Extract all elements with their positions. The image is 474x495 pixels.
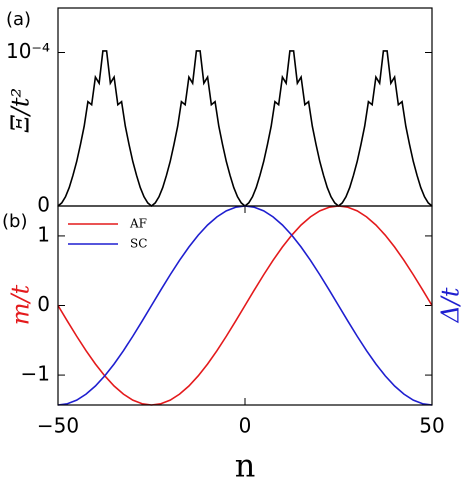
y-tick-label: −1 xyxy=(21,362,50,386)
x-tick-label: −50 xyxy=(37,414,79,438)
axes-frame xyxy=(57,205,433,406)
y2-axis-label: Δ/t xyxy=(437,287,465,323)
y-tick-label: 1 xyxy=(37,222,50,246)
x-tick-label: 50 xyxy=(419,414,444,438)
legend-label: AF xyxy=(129,217,147,231)
panel-label: (a) xyxy=(6,9,31,30)
y-tick-label: 10⁻⁴ xyxy=(6,39,50,63)
y-tick-label: 0 xyxy=(37,193,50,217)
x-tick-label: 0 xyxy=(239,414,252,438)
y-axis-label: m/t xyxy=(7,284,35,325)
legend-label: SC xyxy=(130,237,147,251)
x-axis-label: n xyxy=(235,447,256,485)
axes-frame xyxy=(57,7,433,207)
y-tick-label: 0 xyxy=(37,292,50,316)
panel-label: (b) xyxy=(2,211,27,232)
y-axis-label: Ξ/t² xyxy=(7,88,35,133)
series-line xyxy=(57,205,433,406)
series-line xyxy=(57,50,433,208)
